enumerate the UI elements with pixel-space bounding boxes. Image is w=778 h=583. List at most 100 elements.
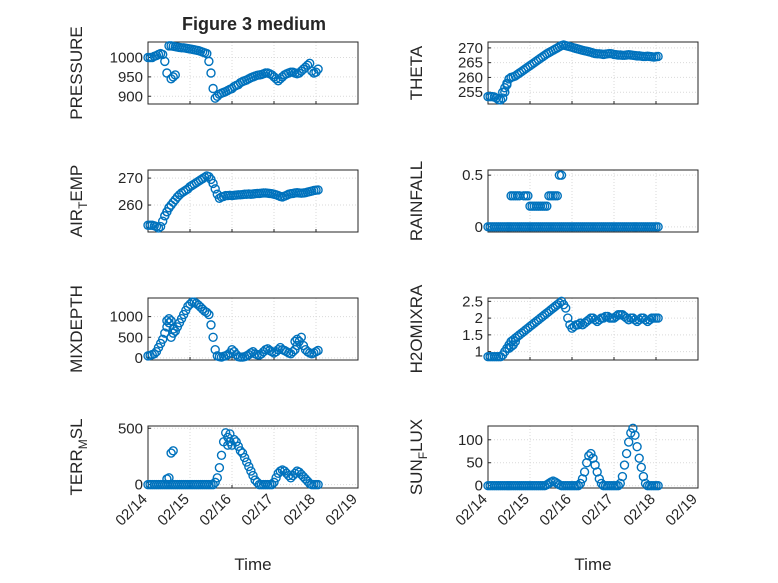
data-point [290, 468, 300, 479]
data-point [235, 446, 246, 456]
data-point [523, 191, 533, 201]
y-tick-label: 900 [118, 88, 143, 105]
y-tick-label: 270 [458, 40, 483, 57]
data-point [510, 336, 520, 347]
axes-box [147, 169, 359, 233]
plot-area [148, 426, 358, 488]
y-axis-label: SUNFLUX [407, 419, 430, 495]
data-point [225, 429, 235, 439]
data-point [151, 221, 162, 232]
data-point [619, 460, 630, 470]
x-tick-label: 02/17 [238, 491, 277, 530]
y-axis-label: THETA [407, 45, 426, 100]
y-tick-label: 265 [458, 55, 483, 72]
data-point [168, 328, 178, 338]
axes-box [147, 41, 359, 105]
data-point [206, 320, 216, 330]
series-markers [143, 297, 323, 362]
data-point [210, 477, 220, 488]
data-point [241, 457, 252, 467]
axes-box [487, 297, 699, 361]
data-point [621, 448, 632, 459]
data-point [613, 481, 623, 491]
data-point [157, 216, 168, 226]
data-point [202, 307, 212, 318]
data-point [284, 470, 294, 481]
data-point [204, 56, 214, 67]
data-point [634, 453, 644, 463]
data-point [621, 313, 632, 323]
data-point [542, 201, 552, 211]
axes-box [487, 169, 699, 233]
x-tick-label: 02/14 [112, 491, 151, 530]
data-point [617, 471, 628, 482]
data-point [168, 446, 178, 456]
data-point [164, 473, 174, 483]
data-point [223, 440, 233, 450]
x-tick-label: 02/15 [494, 491, 533, 530]
data-point [573, 320, 583, 330]
x-axis-label: Time [234, 555, 271, 574]
y-axis-label: PRESSURE [67, 26, 86, 120]
data-point [290, 336, 300, 347]
data-point [149, 349, 160, 359]
data-point [498, 87, 508, 97]
y-tick-label: 270 [118, 170, 143, 187]
data-point [502, 78, 512, 89]
data-point [162, 316, 172, 326]
y-tick-label: 1.5 [462, 327, 483, 344]
data-point [575, 318, 586, 328]
data-point [552, 191, 562, 201]
y-tick-label: 500 [118, 329, 143, 346]
data-point [164, 203, 174, 213]
plot-area [148, 170, 358, 232]
data-point [246, 348, 256, 358]
panel-4: 0 0.5 RAINFALL [407, 161, 699, 241]
data-point [206, 68, 216, 78]
data-point [645, 315, 655, 325]
data-point [267, 347, 277, 357]
panel-5: 0 500 1000 MIXDEPTH [67, 285, 359, 373]
data-point [199, 172, 210, 182]
data-point [166, 448, 176, 458]
x-tick-label: 02/17 [578, 491, 617, 530]
series-markers [483, 296, 663, 362]
data-point [160, 56, 170, 67]
x-tick-label: 02/14 [452, 491, 491, 530]
data-point [640, 315, 651, 325]
axes-box [147, 297, 359, 361]
x-tick-label: 02/16 [196, 491, 235, 530]
data-point [653, 222, 663, 232]
data-point [590, 315, 600, 325]
data-point [166, 316, 176, 326]
data-point [267, 479, 277, 490]
y-tick-label: 0 [475, 478, 483, 495]
data-point [594, 474, 604, 484]
panel-1: 900 950 1000 PRESSURE [67, 26, 359, 120]
data-point [313, 479, 323, 490]
data-point [153, 223, 164, 233]
data-point [584, 315, 594, 325]
x-tick-label: 02/15 [154, 491, 193, 530]
y-axis-label: AIRTEMP [67, 165, 90, 238]
data-point [313, 185, 323, 195]
data-point [237, 448, 248, 458]
data-point [624, 437, 634, 447]
data-point [288, 347, 298, 357]
y-tick-label: 1000 [110, 309, 143, 326]
series-markers [143, 171, 323, 233]
data-point [212, 473, 223, 483]
y-tick-label: 0 [135, 477, 143, 494]
data-point [269, 477, 279, 488]
x-tick-label: 02/16 [536, 491, 575, 530]
data-point [271, 74, 281, 84]
x-tick-label: 02/18 [280, 491, 319, 530]
data-point [239, 452, 250, 463]
y-tick-label: 260 [458, 69, 483, 86]
data-point [208, 479, 218, 490]
data-point [204, 309, 214, 320]
data-point [579, 467, 590, 477]
data-point [273, 344, 283, 355]
